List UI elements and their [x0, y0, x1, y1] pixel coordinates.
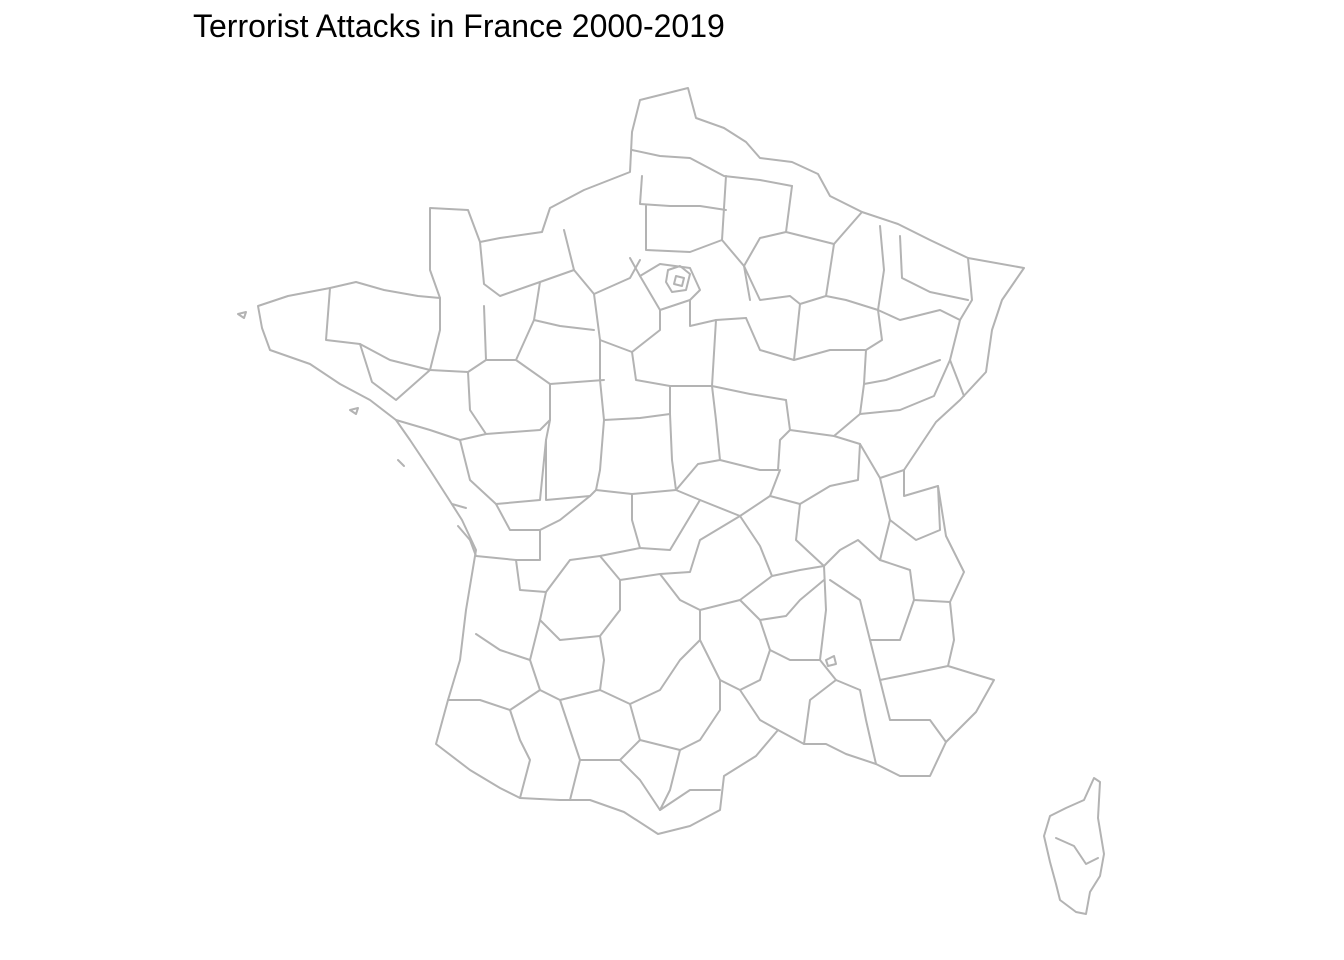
island-belle-ile: [349, 407, 359, 415]
island-re-oleron: [451, 503, 471, 541]
corsica-department-boundary: [1055, 837, 1099, 865]
island-noirmoutier: [397, 459, 405, 467]
france-mainland-outline: [257, 87, 1025, 835]
department-boundaries: [325, 149, 973, 811]
map-title: Terrorist Attacks in France 2000-2019: [193, 8, 725, 44]
lake-marker: [825, 655, 837, 667]
paris-inner-departments: [665, 265, 691, 293]
island-ouessant: [237, 311, 247, 319]
